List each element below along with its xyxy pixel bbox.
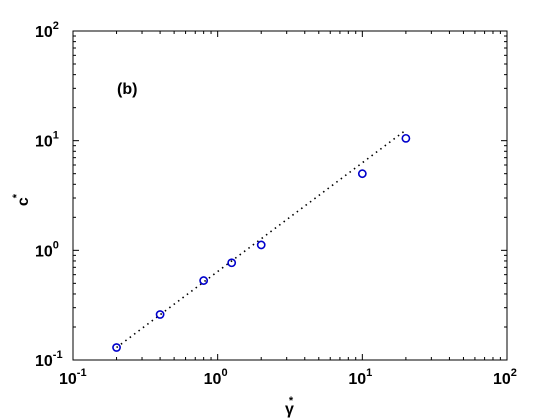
x-axis-label: γ* [285, 395, 294, 418]
x-tick-base: 10 [204, 371, 222, 388]
y-tick-exp: -1 [53, 349, 63, 361]
x-tick-label: 100 [204, 367, 228, 388]
y-tick-label: 101 [35, 130, 59, 151]
x-tick-label: 102 [493, 367, 517, 388]
y-tick-label: 100 [35, 239, 59, 260]
y-tick-base: 10 [35, 134, 53, 151]
data-point [227, 258, 237, 268]
x-tick-base: 10 [493, 371, 511, 388]
x-tick-base: 10 [348, 371, 366, 388]
y-axis-label-sup: * [11, 193, 23, 198]
y-tick-base: 10 [35, 353, 53, 370]
x-tick-exp: -1 [77, 367, 87, 379]
data-point [155, 310, 165, 319]
x-tick-exp: 0 [221, 367, 227, 379]
data-point [199, 276, 209, 285]
y-tick-exp: 2 [53, 20, 59, 32]
data-points [112, 133, 411, 352]
data-point [112, 343, 121, 352]
axis-ticks [72, 30, 508, 361]
y-tick-exp: 0 [53, 239, 59, 251]
x-tick-exp: 2 [511, 367, 517, 379]
panel-annotation: (b) [117, 81, 137, 98]
y-tick-exp: 1 [53, 130, 59, 142]
y-tick-base: 10 [35, 24, 53, 41]
y-tick-base: 10 [35, 243, 53, 260]
y-axis-label-group: c* [11, 193, 32, 206]
data-point [357, 169, 367, 179]
x-tick-base: 10 [59, 371, 77, 388]
plot-area [72, 30, 508, 361]
x-axis-label-sup: * [289, 395, 294, 407]
y-tick-label: 10-1 [35, 349, 63, 370]
x-tick-exp: 1 [366, 367, 372, 379]
data-point [256, 240, 266, 250]
y-axis-label-text: c [15, 197, 32, 206]
y-tick-label: 102 [35, 20, 59, 41]
x-tick-label: 101 [348, 367, 372, 388]
data-point [401, 133, 411, 143]
x-axis-label-text: γ [285, 401, 294, 418]
x-tick-label: 10-1 [59, 367, 87, 388]
y-axis-label: c* [11, 193, 32, 206]
